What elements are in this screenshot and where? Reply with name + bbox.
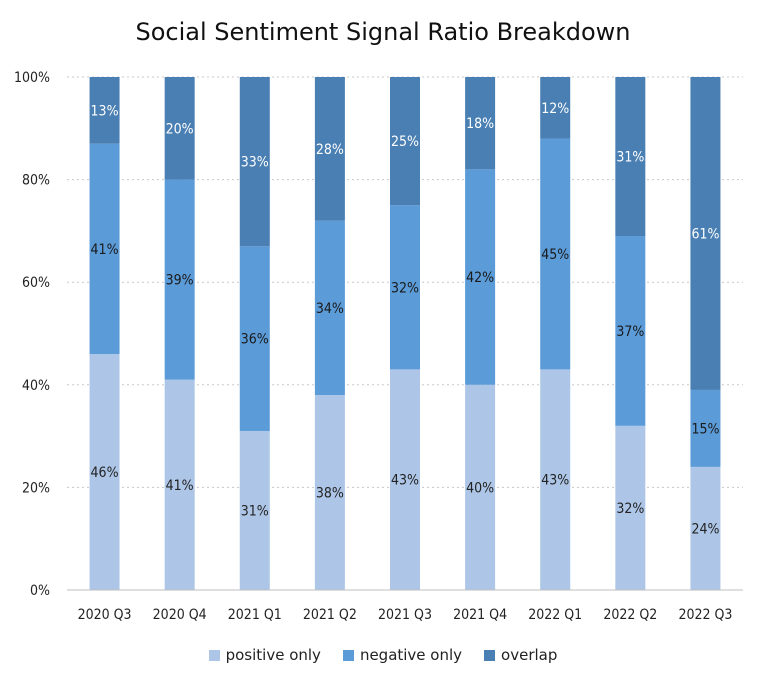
legend-label: overlap [501, 646, 558, 664]
data-label: 41% [91, 242, 119, 258]
data-label: 45% [541, 247, 569, 263]
y-tick-label: 40% [22, 378, 50, 394]
data-label: 39% [166, 273, 194, 289]
axes: 0% 20% 40% 60% 80% 100% 2020 Q3 2020 Q4 2021 Q1 2… [14, 70, 743, 623]
bar-segment [690, 77, 721, 390]
bar-segment [164, 179, 195, 380]
bar-segment [390, 77, 420, 206]
bar-segment [89, 143, 120, 355]
bar-segment [465, 384, 496, 590]
legend-label: negative only [359, 646, 463, 664]
x-tick-label: 2021 Q3 [378, 607, 432, 623]
bar-segment [615, 236, 646, 426]
bar-segment [239, 430, 270, 590]
data-label: 43% [541, 473, 569, 489]
data-label: 31% [616, 150, 644, 166]
bar-segment [690, 466, 721, 590]
bar-segment [164, 379, 195, 590]
data-label: 18% [466, 116, 494, 132]
bar-segment [314, 220, 345, 396]
legend-label: positive only [225, 646, 321, 664]
x-tick-label: 2020 Q4 [153, 607, 207, 623]
bar-segment [89, 354, 120, 590]
y-tick-label: 100% [14, 70, 50, 86]
data-label: 40% [466, 480, 494, 496]
data-label: 38% [316, 486, 344, 502]
legend: positive only negative only overlap [0, 646, 766, 664]
bar-segment [615, 425, 646, 590]
x-tick-label: 2022 Q3 [678, 607, 732, 623]
data-label: 12% [541, 101, 569, 117]
data-label: 33% [241, 155, 269, 171]
data-label: 34% [316, 301, 344, 317]
data-label: 43% [391, 473, 419, 489]
data-label: 32% [391, 280, 419, 296]
bar-segment [540, 369, 571, 590]
data-label: 37% [616, 324, 644, 340]
bar-segment [390, 369, 420, 590]
chart-title: Social Sentiment Signal Ratio Breakdown [135, 18, 631, 46]
data-label: 28% [316, 142, 344, 158]
bar-segment [239, 246, 270, 431]
y-tick-label: 20% [22, 480, 50, 496]
x-tick-label: 2022 Q1 [528, 607, 582, 623]
legend-item: positive only [208, 646, 321, 664]
bar-segment [314, 395, 345, 590]
data-label: 13% [91, 103, 119, 119]
bar-segment [465, 77, 496, 170]
x-tick-label: 2021 Q4 [453, 607, 507, 623]
y-tick-label: 80% [22, 173, 50, 189]
bar-segment [540, 138, 571, 370]
legend-item: overlap [484, 646, 557, 664]
data-label: 31% [241, 503, 269, 519]
data-label: 61% [691, 226, 719, 242]
data-label: 36% [241, 332, 269, 348]
data-label: 42% [466, 270, 494, 286]
data-labels: 46% 41% 13% 41% 39% 20% 31% 36% 33% 38% 34% 28% 43% 3… [91, 101, 720, 538]
bar-segment [390, 205, 420, 370]
data-label: 32% [616, 501, 644, 517]
bars [89, 77, 721, 590]
data-label: 20% [166, 121, 194, 137]
legend-swatch [208, 649, 220, 661]
y-tick-label: 0% [30, 583, 50, 599]
bar-segment [314, 77, 345, 221]
bar-segment [89, 77, 120, 144]
x-tick-label: 2020 Q3 [78, 607, 132, 623]
data-label: 25% [391, 134, 419, 150]
legend-item: negative only [342, 646, 463, 664]
y-tick-label: 60% [22, 275, 50, 291]
data-label: 15% [691, 421, 719, 437]
bar-segment [615, 77, 646, 237]
legend-swatch [484, 649, 496, 661]
x-tick-label: 2022 Q2 [603, 607, 657, 623]
bar-segment [540, 77, 571, 139]
x-tick-label: 2021 Q2 [303, 607, 357, 623]
data-label: 24% [691, 521, 719, 537]
data-label: 41% [166, 478, 194, 494]
x-tick-label: 2021 Q1 [228, 607, 282, 623]
bar-segment [690, 389, 721, 467]
data-label: 46% [91, 465, 119, 481]
bar-segment [164, 77, 195, 180]
bar-segment [465, 169, 496, 385]
legend-swatch [342, 649, 354, 661]
bar-segment [239, 77, 270, 247]
